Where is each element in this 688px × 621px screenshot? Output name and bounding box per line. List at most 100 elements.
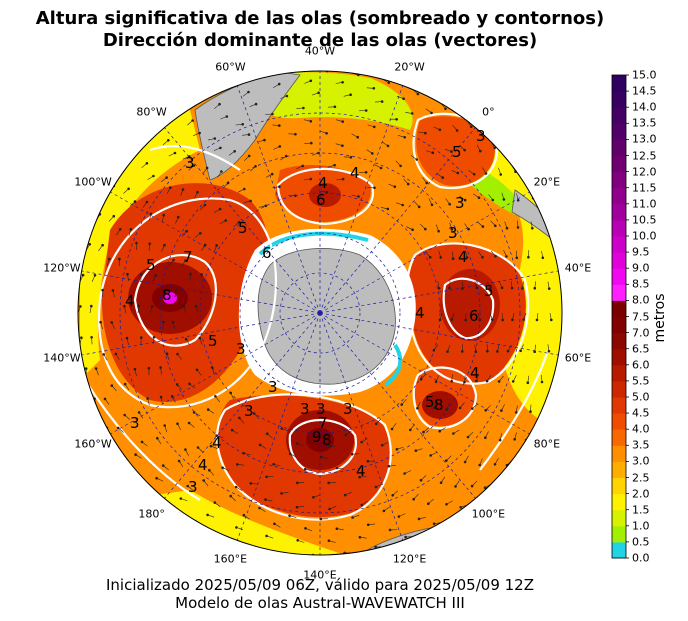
wave-vector-head <box>395 118 398 121</box>
colorbar-segment <box>612 75 626 92</box>
wave-vector-head <box>317 91 320 95</box>
wave-vector-head <box>277 124 281 127</box>
wave-vector-head <box>500 286 504 290</box>
wave-vector-head <box>126 272 129 276</box>
wave-vector-head <box>475 286 479 290</box>
wave-vector-head <box>450 379 454 383</box>
wave-vector-head <box>505 226 509 230</box>
antarctica-coast-ice-edge <box>258 231 403 387</box>
wave-vector-head <box>333 163 336 167</box>
wave-vector-head <box>439 481 443 485</box>
wave-vector-head <box>172 258 175 262</box>
wave-vector-head <box>358 475 361 479</box>
wave-vector-head <box>445 408 448 411</box>
wave-vector-head <box>226 181 230 185</box>
wave-vector-head <box>437 286 441 290</box>
wave-vector-head <box>303 467 307 471</box>
wave-vector-head <box>309 120 313 123</box>
wave-vector-head <box>327 481 331 485</box>
wave-vector-head <box>450 150 453 153</box>
wave-vector-head <box>410 112 414 115</box>
wave-vector-head <box>99 320 102 324</box>
colorbar-tick-label: 8.5 <box>632 277 650 291</box>
wave-vector-head <box>412 497 416 501</box>
wave-vector-head <box>496 350 499 353</box>
contour-label: 4 <box>458 248 468 266</box>
colorbar-segment <box>612 525 626 543</box>
colorbar-segment <box>612 509 626 527</box>
wave-vector-head <box>208 468 211 472</box>
meridian-line <box>319 191 530 314</box>
contour-label: 5 <box>425 393 435 411</box>
wave-vector-head <box>484 408 488 412</box>
wave-vector-head <box>465 256 469 259</box>
wave-vector-head <box>382 509 386 513</box>
wave-vector-head <box>188 382 191 386</box>
longitude-label: 80°E <box>533 437 561 451</box>
wave-vector-head <box>247 133 251 136</box>
wave-vector-head <box>219 146 222 150</box>
wave-vector-head <box>192 411 196 414</box>
contour-label: 4 <box>470 364 480 382</box>
colorbar-tick-label: 11.0 <box>632 197 657 211</box>
wave-vector-head <box>135 241 138 245</box>
wave-vector-head <box>90 304 93 308</box>
colorbar-segment <box>612 139 626 156</box>
wave-vector-head <box>213 137 217 140</box>
contour-label: 3 <box>476 127 486 145</box>
wave-vector-head <box>478 149 482 153</box>
colorbar-tick-label: 12.5 <box>632 149 657 162</box>
wave-vector-head <box>152 335 156 339</box>
wave-vector-head <box>386 207 390 211</box>
wave-vector-head <box>549 318 553 322</box>
wave-vector-head <box>502 198 506 201</box>
wave-vector-head <box>526 381 530 385</box>
longitude-label: 40°W <box>304 44 336 58</box>
wave-vector-head <box>516 226 520 229</box>
wave-vector-head <box>210 366 214 369</box>
contour-label: 3 <box>130 414 140 432</box>
wave-vector-head <box>547 287 551 290</box>
longitude-label: 160°W <box>74 437 112 451</box>
wave-vector-head <box>390 427 394 431</box>
wave-vector-head <box>184 448 187 451</box>
colorbar-tick-label: 2.5 <box>632 471 650 484</box>
wave-vector-head <box>437 229 440 233</box>
colorbar-segment <box>612 493 626 511</box>
wave-vector-head <box>333 105 337 109</box>
wave-vector-head <box>229 494 232 498</box>
map-disk <box>78 71 562 555</box>
wave-vector-head <box>184 337 188 341</box>
wave-vector-head <box>295 442 299 445</box>
wave-vector-head <box>195 368 199 372</box>
wave-vector-head <box>273 522 276 526</box>
wave-vector-head <box>472 172 476 176</box>
contour-label: 4 <box>318 174 328 192</box>
contour-label: 5 <box>146 256 156 274</box>
wave-vector-head <box>214 394 217 398</box>
contour-label: 3 <box>448 224 458 242</box>
wave-vector-head <box>438 429 442 433</box>
wave-vector-head <box>84 367 88 370</box>
wave-vector-head <box>154 274 157 277</box>
wave-vector-head <box>461 287 464 290</box>
wave-vector-head <box>277 82 281 86</box>
wave-vector-head <box>510 286 514 290</box>
map-title-line1: Altura significativa de las olas (sombre… <box>35 8 605 29</box>
wave-vector-head <box>485 379 489 383</box>
wave-vector-head <box>344 433 348 437</box>
wave-vector-head <box>360 503 364 507</box>
wave-vector-head <box>513 437 517 441</box>
wave-vector-head <box>408 428 412 432</box>
wave-vector-head <box>241 123 244 126</box>
wave-vector-head <box>505 255 508 258</box>
wave-vector-head <box>285 94 289 98</box>
wave-vector-head <box>238 416 241 420</box>
wave-vector-head <box>535 318 539 322</box>
wave-vector-head <box>167 139 170 142</box>
wave-height-contours <box>84 112 550 521</box>
wave-vector-head <box>215 244 218 247</box>
wave-vector-head <box>137 411 141 414</box>
contour-label: 5 <box>452 143 462 161</box>
meridian-line <box>164 312 321 499</box>
